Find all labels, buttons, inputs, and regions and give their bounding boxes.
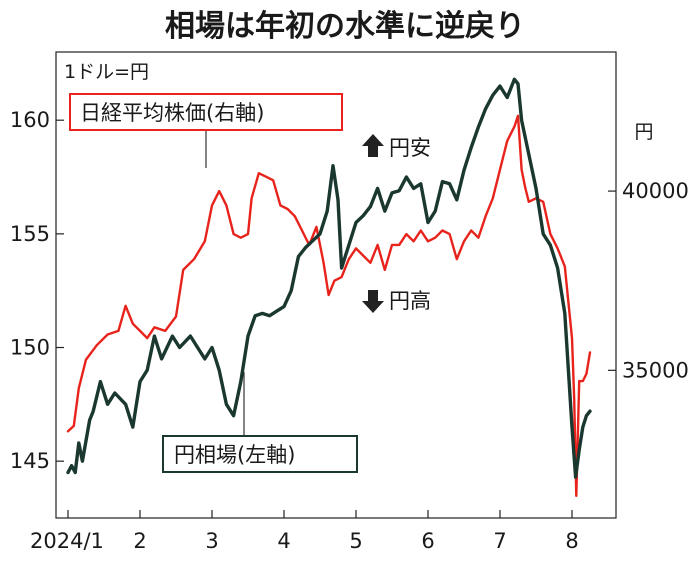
up-arrow-icon — [362, 134, 384, 157]
plot-frame — [55, 51, 617, 519]
yen-weak-label: 円安 — [389, 136, 431, 160]
yen-series-line — [66, 77, 592, 479]
legend-nikkei-label: 日経平均株価(右軸) — [80, 101, 264, 125]
left-tick-label: 145 — [10, 449, 50, 473]
right-tick-label: 35000 — [622, 358, 689, 382]
x-tick-label: 2 — [133, 529, 146, 553]
right-axis-unit: 円 — [634, 121, 653, 143]
x-tick-label: 6 — [421, 529, 434, 553]
left-axis-ticks: 145 150 155 160 — [10, 108, 64, 473]
x-tick-label: 2024/1 — [30, 529, 104, 553]
x-tick-label: 5 — [349, 529, 362, 553]
x-tick-label: 4 — [277, 529, 290, 553]
left-axis-unit: 1ドル=円 — [64, 61, 149, 83]
left-tick-label: 160 — [10, 108, 50, 132]
series-layer — [66, 77, 592, 497]
down-arrow-icon — [362, 290, 384, 313]
x-axis-ticks: 2024/1 2 3 4 5 6 7 8 — [30, 510, 579, 553]
x-tick-label: 3 — [205, 529, 218, 553]
left-tick-label: 155 — [10, 222, 50, 246]
x-tick-label: 7 — [493, 529, 506, 553]
legend-yen: 円相場(左軸) — [162, 372, 358, 473]
yen-strong-annotation: 円高 — [362, 289, 431, 313]
legend-nikkei: 日経平均株価(右軸) — [69, 93, 343, 168]
legend-yen-label: 円相場(左軸) — [174, 443, 295, 467]
yen-strong-label: 円高 — [389, 289, 431, 313]
nikkei-series-line — [66, 114, 592, 497]
left-tick-label: 150 — [10, 336, 50, 360]
yen-weak-annotation: 円安 — [362, 134, 431, 160]
right-axis-ticks: 35000 40000 — [608, 179, 689, 382]
right-tick-label: 40000 — [622, 179, 689, 203]
x-tick-label: 8 — [565, 529, 578, 553]
chart-title: 相場は年初の水準に逆戻り — [165, 9, 525, 44]
